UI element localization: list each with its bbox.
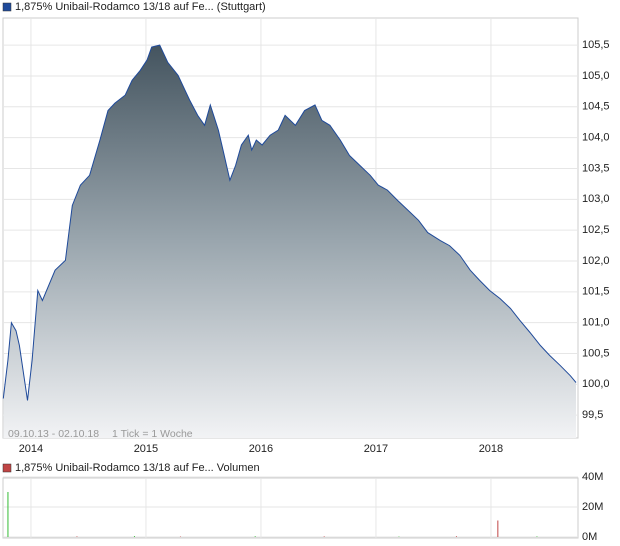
y-tick-label: 103,0 — [582, 193, 610, 205]
y-tick-label: 20M — [582, 501, 603, 513]
y-tick-label: 103,5 — [582, 162, 610, 174]
volume-bar — [133, 536, 135, 537]
annotation: 1 Tick = 1 Woche — [112, 428, 193, 440]
y-tick-label: 102,0 — [582, 255, 610, 267]
x-tick-label: 2017 — [364, 443, 388, 455]
volume-bar — [76, 536, 78, 537]
volume-bar — [497, 520, 499, 537]
legend-label: 1,875% Unibail-Rodamco 13/18 auf Fe... (… — [15, 1, 266, 13]
volume-bar — [254, 536, 256, 537]
legend-swatch — [2, 2, 12, 12]
volume-bar — [536, 536, 538, 537]
y-tick-label: 104,0 — [582, 132, 610, 144]
volume-bar — [7, 492, 9, 537]
legend-swatch — [2, 463, 12, 473]
y-tick-label: 101,5 — [582, 286, 610, 298]
volume-bar — [323, 536, 325, 537]
x-tick-label: 2016 — [249, 443, 273, 455]
y-tick-label: 104,5 — [582, 101, 610, 113]
y-tick-label: 40M — [582, 471, 603, 483]
y-tick-label: 105,5 — [582, 39, 610, 51]
plot-frame — [2, 477, 579, 539]
y-tick-label: 102,5 — [582, 224, 610, 236]
x-tick-label: 2014 — [19, 443, 43, 455]
x-tick-label: 2018 — [479, 443, 503, 455]
price-line — [2, 44, 577, 401]
y-tick-label: 99,5 — [582, 409, 603, 421]
y-tick-label: 105,0 — [582, 70, 610, 82]
legend-label: 1,875% Unibail-Rodamco 13/18 auf Fe... V… — [15, 462, 260, 474]
y-tick-label: 0M — [582, 531, 597, 543]
x-tick-label: 2015 — [134, 443, 158, 455]
area-fill — [3, 45, 577, 438]
y-tick-label: 101,0 — [582, 317, 610, 329]
annotation: 09.10.13 - 02.10.18 — [8, 428, 99, 440]
y-tick-label: 100,0 — [582, 378, 610, 390]
y-tick-label: 100,5 — [582, 347, 610, 359]
volume-bar — [455, 536, 457, 537]
